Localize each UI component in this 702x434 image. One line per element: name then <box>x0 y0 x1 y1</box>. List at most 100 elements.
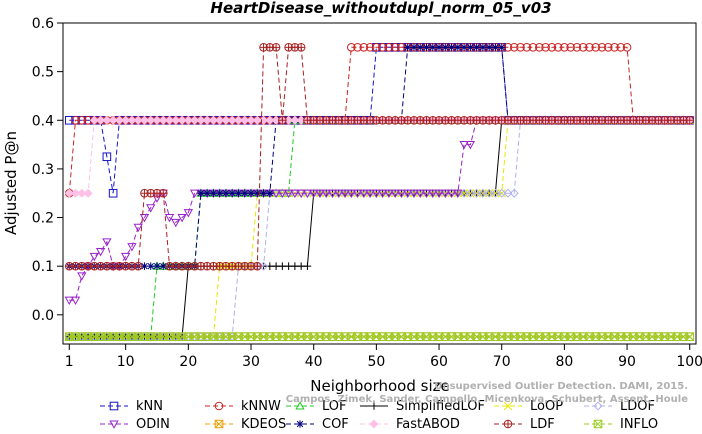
legend-label: COF <box>322 417 349 432</box>
x-tick-label: 20 <box>179 354 197 370</box>
data-point-knnw <box>610 43 619 52</box>
series-line-knn <box>69 46 690 194</box>
data-point-odin <box>315 189 325 199</box>
data-point-fastabod <box>77 188 87 198</box>
data-point-odin <box>459 141 469 150</box>
data-point-fastabod <box>221 115 231 125</box>
data-point-odin <box>421 189 432 199</box>
legend-marker <box>503 419 513 429</box>
data-point-cof <box>215 189 224 198</box>
data-point-knnw <box>522 43 532 52</box>
data-point-cof <box>234 189 243 198</box>
data-point-fastabod <box>146 115 156 125</box>
watermark-line-2: Campos, Zimek, Sander, Campello, Micenko… <box>286 394 688 405</box>
data-point-knnw <box>541 43 550 52</box>
data-point-knnw <box>572 43 582 52</box>
data-point-fastabod <box>252 115 262 125</box>
data-point-knnw <box>591 43 601 52</box>
x-tick-label: 70 <box>493 354 511 370</box>
data-point-fastabod <box>64 188 74 198</box>
data-point-ldof <box>497 188 507 198</box>
data-point-odin <box>146 204 156 213</box>
data-point-odin <box>465 141 476 150</box>
data-point-fastabod <box>177 115 187 125</box>
data-point-knnw <box>365 43 375 52</box>
data-point-fastabod <box>133 115 143 125</box>
data-point-odin <box>127 243 137 252</box>
data-point-fastabod <box>215 115 225 125</box>
series-line-ldof <box>69 119 690 338</box>
data-point-odin <box>428 189 438 199</box>
data-point-cof <box>222 189 230 198</box>
legend-marker <box>593 419 603 429</box>
data-point-cof <box>441 43 450 52</box>
x-tick-label: 50 <box>367 354 385 370</box>
data-point-fastabod <box>202 115 212 125</box>
legend-label: LOF <box>322 399 347 414</box>
series-line-loop <box>69 119 690 338</box>
data-point-ldof <box>459 188 469 198</box>
legend-label: ODIN <box>136 417 170 432</box>
x-tick-label: 80 <box>555 354 573 370</box>
data-point-odin <box>446 189 457 199</box>
data-point-knnw <box>616 43 626 52</box>
data-point-knnw <box>597 43 607 52</box>
x-tick-label: 30 <box>242 354 260 370</box>
legend-item-simplifiedlof: SimplifiedLOF <box>360 399 485 414</box>
data-point-loop <box>485 189 494 198</box>
data-point-knnw <box>622 43 632 52</box>
x-axis-title: Neighborhood size <box>310 377 449 395</box>
legend-label: FastABOD <box>396 417 460 432</box>
y-axis-title: Adjusted P@n <box>2 131 20 235</box>
legend-item-knn: kNN <box>100 399 163 414</box>
data-point-odin <box>77 272 87 281</box>
data-point-ldof <box>490 188 500 198</box>
data-point-cof <box>259 189 268 198</box>
data-point-knn <box>102 152 112 162</box>
data-point-odin <box>334 189 344 199</box>
legend-item-ldof: LDOF <box>584 399 655 414</box>
data-point-odin <box>390 189 400 199</box>
data-point-knnw <box>372 43 381 52</box>
legend-label: kNNW <box>241 399 281 414</box>
data-point-odin <box>302 189 313 199</box>
legend-marker <box>214 419 224 429</box>
data-point-odin <box>415 189 425 199</box>
data-point-cof <box>228 189 237 198</box>
data-point-ldof <box>465 188 475 198</box>
data-point-cof <box>146 262 155 270</box>
data-point-odin <box>95 248 106 257</box>
legend-item-lof: LOF <box>286 399 347 414</box>
legend-label: INFLO <box>620 417 658 432</box>
data-point-ldf <box>296 43 306 52</box>
data-point-knn <box>108 188 118 198</box>
data-point-cof <box>247 189 255 198</box>
data-point-cof <box>479 43 487 52</box>
data-point-knnw <box>553 43 563 52</box>
data-point-odin <box>409 189 419 199</box>
data-point-odin <box>434 189 444 199</box>
series-inflo <box>64 332 695 342</box>
data-point-odin <box>327 189 338 199</box>
x-tick-label: 10 <box>117 354 135 370</box>
data-point-cof <box>209 189 218 198</box>
data-point-fastabod <box>233 115 243 125</box>
data-point-ldf <box>133 261 143 271</box>
data-point-simplifiedlof <box>303 262 312 270</box>
legend-label: LDF <box>530 417 555 432</box>
data-point-cof <box>491 43 500 52</box>
data-point-fastabod <box>165 115 175 125</box>
x-tick-label: 60 <box>430 354 448 370</box>
data-point-knn <box>64 115 74 125</box>
legend-item-loop: LoOP <box>494 399 563 414</box>
legend-item-knnw: kNNW <box>205 399 281 414</box>
series-ldf <box>64 43 695 271</box>
data-point-fastabod <box>139 115 149 125</box>
data-point-knnw <box>603 43 613 52</box>
legend-label: kNN <box>136 399 163 414</box>
series-line-cof <box>69 46 690 267</box>
data-point-cof <box>472 43 481 52</box>
data-point-inflo <box>685 332 695 342</box>
data-point-fastabod <box>89 115 99 125</box>
data-point-odin <box>64 296 74 306</box>
